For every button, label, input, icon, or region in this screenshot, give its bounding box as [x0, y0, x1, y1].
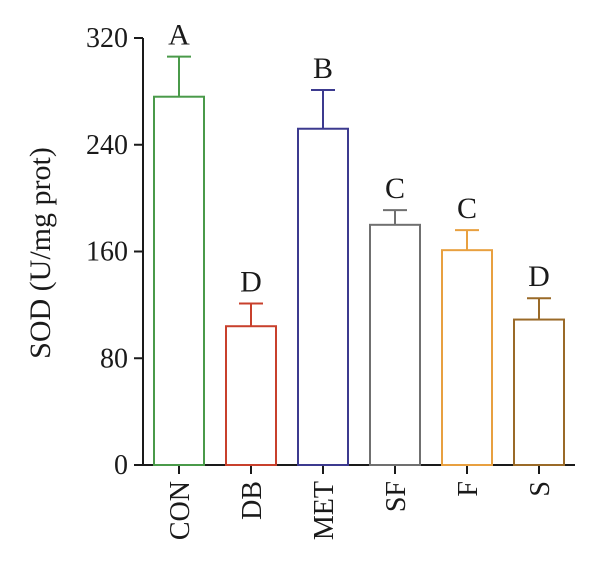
y-tick-label: 80	[100, 343, 128, 374]
significance-label: D	[240, 266, 262, 299]
bars: A D B C C D	[153, 19, 565, 467]
y-tick-label: 160	[86, 237, 128, 268]
y-axis-title: SOD (U/mg prot)	[24, 147, 57, 359]
significance-label: B	[313, 52, 333, 85]
bar-s	[513, 318, 565, 466]
x-axis: CON DB MET SF F S	[143, 464, 575, 540]
x-tick-label: S	[525, 481, 556, 497]
bar-f	[441, 249, 493, 466]
bar-db	[225, 325, 277, 466]
significance-label: D	[528, 260, 550, 293]
y-tick-label: 0	[114, 450, 128, 481]
x-tick-label: CON	[165, 481, 196, 540]
x-tick-label: SF	[381, 481, 412, 512]
x-tick-label: MET	[309, 481, 340, 540]
x-tick-label: F	[453, 481, 484, 497]
y-axis: 0 80 160 240 320	[86, 23, 144, 481]
x-tick-label: DB	[237, 481, 268, 520]
significance-label: A	[168, 19, 190, 52]
bar-con	[153, 95, 205, 467]
significance-label: C	[385, 172, 405, 205]
bar-sf	[369, 223, 421, 466]
y-tick-label: 320	[86, 23, 128, 54]
bar-met	[297, 127, 349, 467]
y-tick-label: 240	[86, 130, 128, 161]
significance-label: C	[457, 192, 477, 225]
